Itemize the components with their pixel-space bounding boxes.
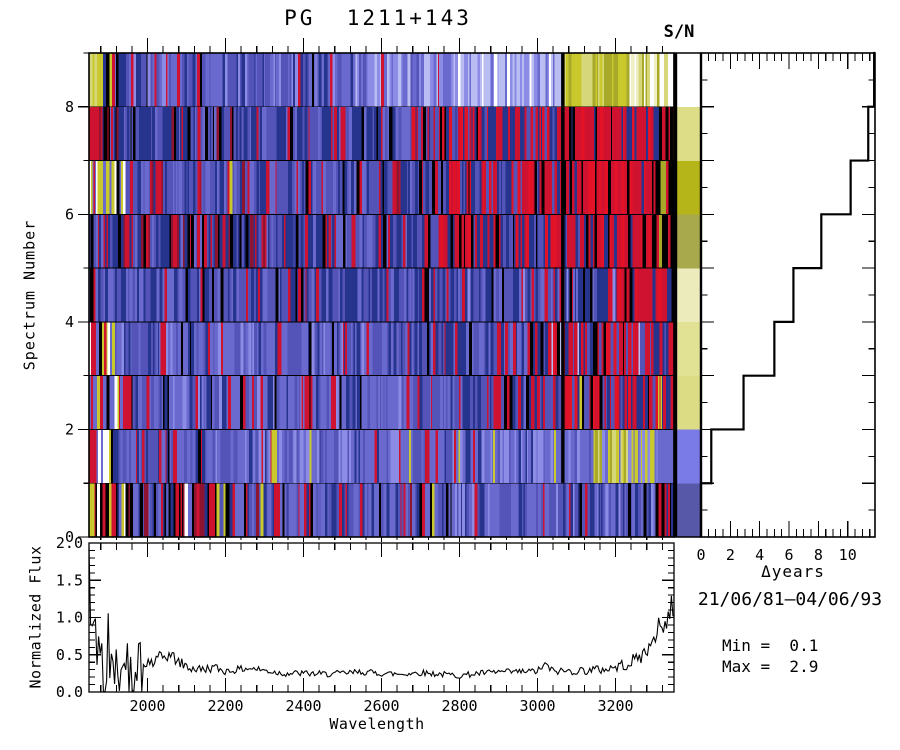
wavelength-xtick-label: 2000 <box>129 697 165 715</box>
heatmap-row-separators <box>89 106 674 484</box>
max-value-annotation: Max = 2.9 <box>722 657 819 676</box>
sn-left-divider <box>673 53 678 537</box>
delta-years-tick-labels: 0 2 4 6 8 10 <box>696 546 856 564</box>
histogram-frame <box>700 52 876 538</box>
sn-block-2 <box>677 429 701 484</box>
heatmap-row-1 <box>89 483 675 538</box>
flux-ytick-label: 1.0 <box>56 609 83 627</box>
xtick-label: 8 <box>814 546 823 564</box>
xtick-label: 10 <box>839 546 857 564</box>
xtick-label: 6 <box>785 546 794 564</box>
wavelength-xtick-label: 2400 <box>285 697 321 715</box>
flux-ytick-label: 2.0 <box>56 534 83 552</box>
heatmap-strips <box>89 53 675 538</box>
flux-spectrum-curve <box>88 547 674 693</box>
sn-column-label: S/N <box>663 22 695 42</box>
heatmap-row-7 <box>89 160 675 215</box>
xtick-label: 0 <box>696 546 705 564</box>
delta-years-axis-label: Δyears <box>761 562 825 581</box>
sn-block-3 <box>677 375 701 430</box>
histogram-step-line <box>699 51 876 537</box>
wavelength-xtick-label: 2200 <box>207 697 243 715</box>
sn-block-7 <box>677 160 701 215</box>
ytick-label: 4 <box>65 313 74 331</box>
wavelength-xtick-label: 3000 <box>519 697 555 715</box>
wavelength-xtick-label: 2600 <box>363 697 399 715</box>
flux-ytick-label: 1.5 <box>56 571 83 589</box>
sn-block-1 <box>677 483 701 538</box>
heatmap-row-4 <box>89 321 675 376</box>
heatmap-row-9 <box>89 53 675 108</box>
sn-block-5 <box>677 268 701 323</box>
heatmap-row-8 <box>89 106 675 161</box>
wavelength-axis-label: Wavelength <box>329 715 425 733</box>
spectral-gap-line <box>561 53 565 484</box>
date-range-annotation: 21/06/81–04/06/93 <box>697 589 883 610</box>
normalized-flux-axis-label: Normalized Flux <box>26 545 45 689</box>
flux-ytick-label: 0.5 <box>56 646 83 664</box>
ytick-label: 0 <box>65 528 74 546</box>
flux-frame <box>88 542 675 693</box>
sn-block-4 <box>677 321 701 376</box>
sn-block-9 <box>677 53 701 108</box>
ytick-label: 6 <box>65 205 74 223</box>
min-value-annotation: Min = 0.1 <box>722 636 819 655</box>
heatmap-row-3 <box>89 375 675 430</box>
sn-block-8 <box>677 106 701 161</box>
xtick-label: 2 <box>726 546 735 564</box>
wavelength-xtick-label: 2800 <box>441 697 477 715</box>
ytick-label: 2 <box>65 420 74 438</box>
page-title: PG 1211+143 <box>284 6 472 30</box>
flux-ticks <box>89 543 674 692</box>
spectrum-number-axis-label: Spectrum Number <box>20 219 39 371</box>
heatmap-row-5 <box>89 268 675 323</box>
sn-block-6 <box>677 214 701 269</box>
sn-column <box>677 53 701 538</box>
flux-tick-labels: 0.0 0.5 1.0 1.5 2.0 2000 2200 2400 2600 2800 3000 3… <box>56 534 634 715</box>
heatmap-row-6 <box>89 214 675 269</box>
wavelength-xtick-label: 3200 <box>597 697 633 715</box>
spectrum-number-tick-labels: 0 2 4 6 8 <box>65 98 74 546</box>
histogram-ticks <box>700 53 875 537</box>
heatmap-row-2 <box>89 429 675 484</box>
heatmap-ticks <box>78 38 663 542</box>
flux-ytick-label: 0.0 <box>56 683 83 701</box>
xtick-label: 4 <box>755 546 764 564</box>
ytick-label: 8 <box>65 98 74 116</box>
